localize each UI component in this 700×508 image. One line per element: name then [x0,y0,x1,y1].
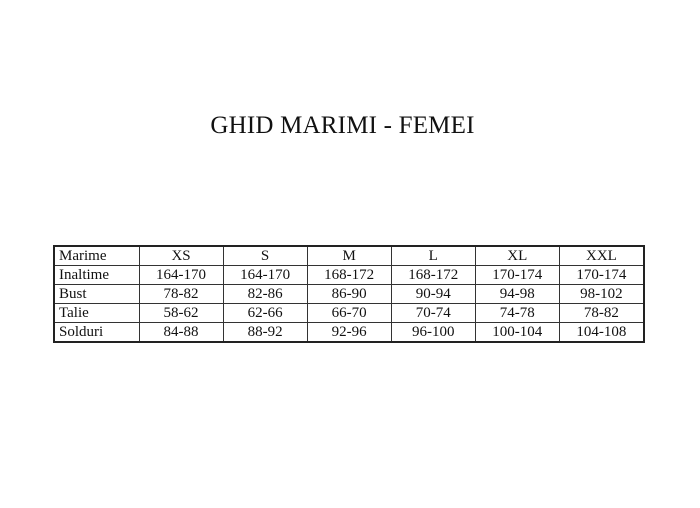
header-cell: XL [474,245,560,266]
table-cell: 90-94 [390,284,476,304]
table-cell: 84-88 [138,322,224,343]
header-cell: M [306,245,392,266]
table-row: Talie 58-62 62-66 66-70 70-74 74-78 78-8… [53,303,645,323]
table-cell: 88-92 [222,322,308,343]
table-cell: 78-82 [558,303,645,323]
table-header-row: Marime XS S M L XL XXL [53,245,645,266]
header-cell: L [390,245,476,266]
table-cell: 82-86 [222,284,308,304]
page-title: GHID MARIMI - FEMEI [210,112,475,139]
size-table: Marime XS S M L XL XXL Inaltime 164-170 … [53,245,645,343]
header-cell: Marime [53,245,140,266]
header-cell: XS [138,245,224,266]
row-label: Inaltime [53,265,140,285]
header-cell: S [222,245,308,266]
table-cell: 170-174 [558,265,645,285]
table-cell: 96-100 [390,322,476,343]
table-cell: 66-70 [306,303,392,323]
row-label: Talie [53,303,140,323]
table-cell: 98-102 [558,284,645,304]
row-label: Bust [53,284,140,304]
table-cell: 92-96 [306,322,392,343]
table-cell: 168-172 [306,265,392,285]
table-row: Inaltime 164-170 164-170 168-172 168-172… [53,265,645,285]
table-cell: 170-174 [474,265,560,285]
table-row: Solduri 84-88 88-92 92-96 96-100 100-104… [53,322,645,343]
table-cell: 86-90 [306,284,392,304]
table-cell: 164-170 [222,265,308,285]
table-cell: 168-172 [390,265,476,285]
table-cell: 94-98 [474,284,560,304]
table-cell: 62-66 [222,303,308,323]
table-cell: 74-78 [474,303,560,323]
table-cell: 100-104 [474,322,560,343]
table-cell: 164-170 [138,265,224,285]
header-cell: XXL [558,245,645,266]
table-cell: 70-74 [390,303,476,323]
table-cell: 58-62 [138,303,224,323]
row-label: Solduri [53,322,140,343]
table-cell: 78-82 [138,284,224,304]
table-cell: 104-108 [558,322,645,343]
table-row: Bust 78-82 82-86 86-90 90-94 94-98 98-10… [53,284,645,304]
